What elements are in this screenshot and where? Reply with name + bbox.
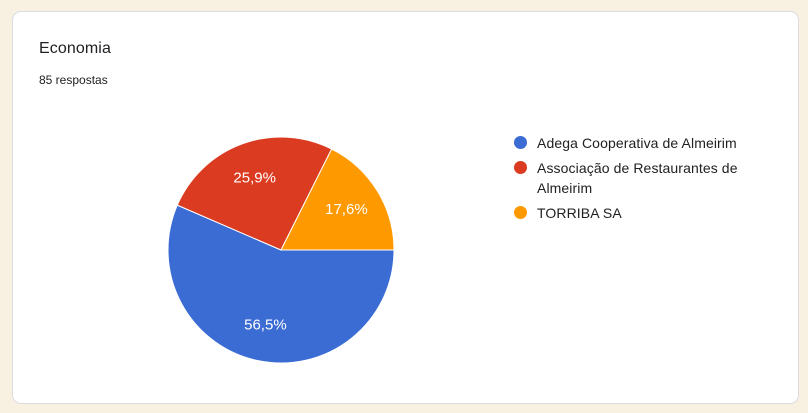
legend-color-dot <box>514 161 527 174</box>
legend-label: TORRIBA SA <box>537 205 622 221</box>
pie-chart-area: 56,5% 25,9% 17,6% Adega Cooperativa de Alm… <box>13 12 798 403</box>
pie-slice-label-3: 17,6% <box>325 201 368 218</box>
pie-chart: 56,5% 25,9% 17,6% <box>167 136 395 364</box>
legend-item-2: Associação de Restaurantes de Almeirim <box>514 158 776 198</box>
responses-count: 85 respostas <box>39 73 108 87</box>
pie-slice-label-1: 56,5% <box>244 317 287 334</box>
pie-slice-label-2: 25,9% <box>233 169 276 186</box>
legend-label: Adega Cooperativa de Almeirim <box>537 135 737 151</box>
question-summary-card: Economia 85 respostas 56,5% 25,9% 17,6% Ad… <box>12 11 799 404</box>
legend-label: Associação de Restaurantes de Almeirim <box>537 160 738 196</box>
pie-slice-3[interactable] <box>280 148 395 251</box>
legend-color-dot <box>514 206 527 219</box>
pie-slice-1[interactable] <box>167 204 395 364</box>
legend-color-dot <box>514 136 527 149</box>
chart-legend: Adega Cooperativa de Almeirim Associação … <box>514 133 776 228</box>
pie-slice-2[interactable] <box>176 136 333 251</box>
legend-item-1: Adega Cooperativa de Almeirim <box>514 133 776 153</box>
question-title: Economia <box>39 40 111 57</box>
legend-item-3: TORRIBA SA <box>514 203 776 223</box>
